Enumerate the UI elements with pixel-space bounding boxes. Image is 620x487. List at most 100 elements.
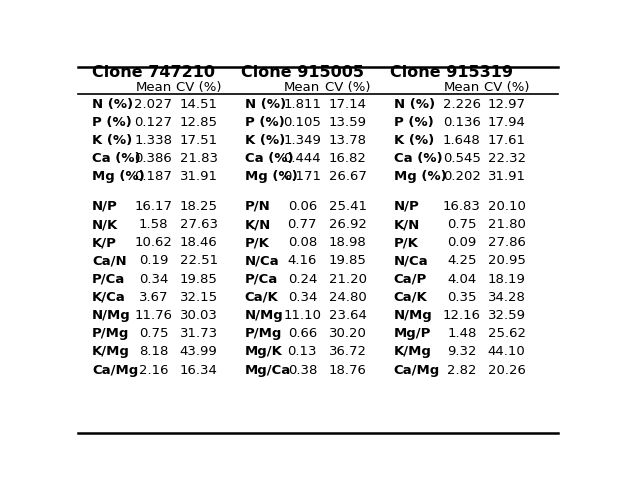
Text: K/N: K/N (394, 218, 420, 231)
Text: P/K: P/K (245, 236, 270, 249)
Text: K/P: K/P (92, 236, 117, 249)
Text: 0.34: 0.34 (288, 291, 317, 304)
Text: 25.41: 25.41 (329, 200, 366, 213)
Text: 1.48: 1.48 (447, 327, 477, 340)
Text: N/Ca: N/Ca (394, 254, 428, 267)
Text: N (%): N (%) (245, 98, 286, 111)
Text: 0.09: 0.09 (447, 236, 477, 249)
Text: 16.82: 16.82 (329, 152, 366, 165)
Text: 27.63: 27.63 (180, 218, 218, 231)
Text: P/Ca: P/Ca (92, 273, 125, 285)
Text: 9.32: 9.32 (447, 345, 477, 358)
Text: 0.187: 0.187 (135, 170, 172, 184)
Text: 2.226: 2.226 (443, 98, 481, 111)
Text: K (%): K (%) (92, 134, 132, 147)
Text: 0.105: 0.105 (283, 116, 321, 129)
Text: N (%): N (%) (92, 98, 133, 111)
Text: 22.32: 22.32 (487, 152, 526, 165)
Text: 21.83: 21.83 (180, 152, 218, 165)
Text: N/Ca: N/Ca (245, 254, 280, 267)
Text: 32.59: 32.59 (487, 309, 526, 322)
Text: P/K: P/K (394, 236, 418, 249)
Text: 11.10: 11.10 (283, 309, 321, 322)
Text: 0.66: 0.66 (288, 327, 317, 340)
Text: 0.386: 0.386 (135, 152, 172, 165)
Text: N (%): N (%) (394, 98, 435, 111)
Text: 3.67: 3.67 (139, 291, 168, 304)
Text: 1.349: 1.349 (283, 134, 321, 147)
Text: Ca/K: Ca/K (245, 291, 278, 304)
Text: P/N: P/N (245, 200, 270, 213)
Text: 0.24: 0.24 (288, 273, 317, 285)
Text: Ca/Mg: Ca/Mg (92, 364, 138, 376)
Text: 0.444: 0.444 (283, 152, 321, 165)
Text: Ca/K: Ca/K (394, 291, 427, 304)
Text: Mean: Mean (444, 81, 480, 94)
Text: 25.62: 25.62 (487, 327, 526, 340)
Text: 1.338: 1.338 (135, 134, 172, 147)
Text: 16.83: 16.83 (443, 200, 481, 213)
Text: CV (%): CV (%) (484, 81, 529, 94)
Text: K/Ca: K/Ca (92, 291, 126, 304)
Text: N/Mg: N/Mg (245, 309, 283, 322)
Text: 0.77: 0.77 (288, 218, 317, 231)
Text: 26.92: 26.92 (329, 218, 366, 231)
Text: P (%): P (%) (245, 116, 285, 129)
Text: 18.98: 18.98 (329, 236, 366, 249)
Text: 20.26: 20.26 (488, 364, 526, 376)
Text: 34.28: 34.28 (488, 291, 526, 304)
Text: Mg (%): Mg (%) (92, 170, 144, 184)
Text: 11.76: 11.76 (135, 309, 172, 322)
Text: Ca (%): Ca (%) (245, 152, 293, 165)
Text: 17.14: 17.14 (329, 98, 366, 111)
Text: P/Mg: P/Mg (92, 327, 130, 340)
Text: 17.94: 17.94 (488, 116, 526, 129)
Text: 17.51: 17.51 (180, 134, 218, 147)
Text: 32.15: 32.15 (180, 291, 218, 304)
Text: 13.59: 13.59 (329, 116, 366, 129)
Text: 0.06: 0.06 (288, 200, 317, 213)
Text: 36.72: 36.72 (329, 345, 366, 358)
Text: P/Ca: P/Ca (245, 273, 278, 285)
Text: 19.85: 19.85 (180, 273, 218, 285)
Text: 21.20: 21.20 (329, 273, 366, 285)
Text: 1.58: 1.58 (139, 218, 168, 231)
Text: 18.46: 18.46 (180, 236, 218, 249)
Text: 8.18: 8.18 (139, 345, 168, 358)
Text: 13.78: 13.78 (329, 134, 366, 147)
Text: K/Mg: K/Mg (394, 345, 432, 358)
Text: P (%): P (%) (92, 116, 131, 129)
Text: 0.13: 0.13 (288, 345, 317, 358)
Text: 0.202: 0.202 (443, 170, 481, 184)
Text: 16.34: 16.34 (180, 364, 218, 376)
Text: 0.75: 0.75 (139, 327, 168, 340)
Text: 0.127: 0.127 (135, 116, 172, 129)
Text: CV (%): CV (%) (325, 81, 370, 94)
Text: N/Mg: N/Mg (394, 309, 432, 322)
Text: 0.38: 0.38 (288, 364, 317, 376)
Text: 2.027: 2.027 (135, 98, 172, 111)
Text: K (%): K (%) (394, 134, 434, 147)
Text: 20.95: 20.95 (488, 254, 526, 267)
Text: Clone 747210: Clone 747210 (92, 65, 215, 80)
Text: 0.35: 0.35 (447, 291, 477, 304)
Text: 0.136: 0.136 (443, 116, 481, 129)
Text: 1.648: 1.648 (443, 134, 480, 147)
Text: Ca/N: Ca/N (92, 254, 126, 267)
Text: 1.811: 1.811 (283, 98, 321, 111)
Text: 10.62: 10.62 (135, 236, 172, 249)
Text: Mg/Ca: Mg/Ca (245, 364, 291, 376)
Text: Ca/P: Ca/P (394, 273, 427, 285)
Text: 43.99: 43.99 (180, 345, 218, 358)
Text: 0.75: 0.75 (447, 218, 477, 231)
Text: 18.76: 18.76 (329, 364, 366, 376)
Text: 19.85: 19.85 (329, 254, 366, 267)
Text: CV (%): CV (%) (176, 81, 221, 94)
Text: 20.10: 20.10 (488, 200, 526, 213)
Text: Mg (%): Mg (%) (394, 170, 446, 184)
Text: 31.91: 31.91 (180, 170, 218, 184)
Text: Ca (%): Ca (%) (394, 152, 442, 165)
Text: 31.91: 31.91 (487, 170, 526, 184)
Text: 2.82: 2.82 (447, 364, 477, 376)
Text: 44.10: 44.10 (488, 345, 526, 358)
